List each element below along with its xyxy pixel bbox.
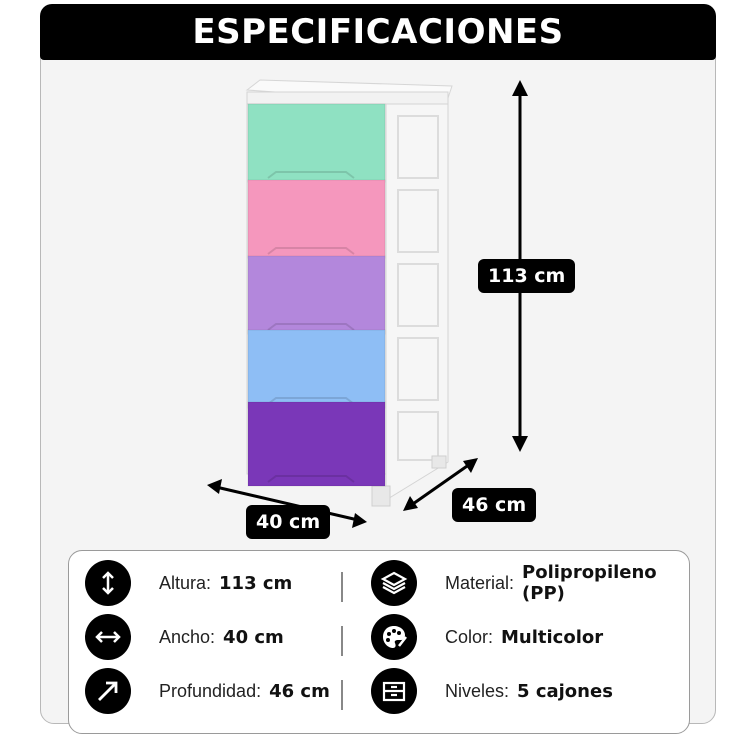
spec-value: 5 cajones bbox=[517, 680, 613, 702]
spec-row-ancho: Ancho: 40 cm bbox=[85, 613, 284, 661]
specs-panel: Altura: 113 cm Ancho: 40 cm Profundidad:… bbox=[68, 550, 690, 734]
spec-label: Ancho: bbox=[159, 626, 216, 647]
width-dimension-label: 40 cm bbox=[246, 505, 331, 539]
column-divider bbox=[341, 680, 343, 710]
spec-label: Altura: bbox=[159, 572, 212, 593]
page-title: ESPECIFICACIONES bbox=[192, 12, 564, 52]
spec-row-niveles: Niveles: 5 cajones bbox=[371, 667, 613, 715]
drawer-5 bbox=[247, 401, 386, 487]
spec-label: Profundidad: bbox=[159, 680, 262, 701]
horizontal-arrows-icon bbox=[85, 614, 131, 660]
drawer-1 bbox=[247, 103, 386, 183]
spec-label: Color: bbox=[445, 626, 494, 647]
spec-row-material: Material: Polipropileno (PP) bbox=[371, 559, 689, 607]
spec-row-altura: Altura: 113 cm bbox=[85, 559, 292, 607]
depth-arrow bbox=[403, 458, 478, 511]
spec-label: Niveles: bbox=[445, 680, 510, 701]
drawer-4 bbox=[247, 329, 386, 409]
drawer-2 bbox=[247, 179, 386, 259]
diagonal-arrow-icon bbox=[85, 668, 131, 714]
spec-value: 46 cm bbox=[269, 680, 330, 702]
drawers bbox=[247, 103, 386, 487]
spec-value: 40 cm bbox=[223, 626, 284, 648]
spec-label: Material: bbox=[445, 572, 515, 593]
width-arrow bbox=[207, 479, 367, 528]
spec-value: Multicolor bbox=[501, 626, 604, 648]
column-divider bbox=[341, 572, 343, 602]
drawer-3 bbox=[247, 255, 386, 335]
spec-value: 113 cm bbox=[219, 572, 293, 594]
spec-row-color: Color: Multicolor bbox=[371, 613, 603, 661]
column-divider bbox=[341, 626, 343, 656]
palette-icon bbox=[371, 614, 417, 660]
vertical-arrows-icon bbox=[85, 560, 131, 606]
height-dimension-label: 113 cm bbox=[478, 259, 576, 293]
drawer-cabinet-illustration bbox=[207, 79, 528, 528]
spec-row-profundidad: Profundidad: 46 cm bbox=[85, 667, 330, 715]
depth-dimension-label: 46 cm bbox=[452, 488, 537, 522]
drawer-icon bbox=[371, 668, 417, 714]
layers-icon bbox=[371, 560, 417, 606]
title-bar: ESPECIFICACIONES bbox=[40, 4, 716, 60]
spec-value: Polipropileno (PP) bbox=[522, 562, 657, 604]
